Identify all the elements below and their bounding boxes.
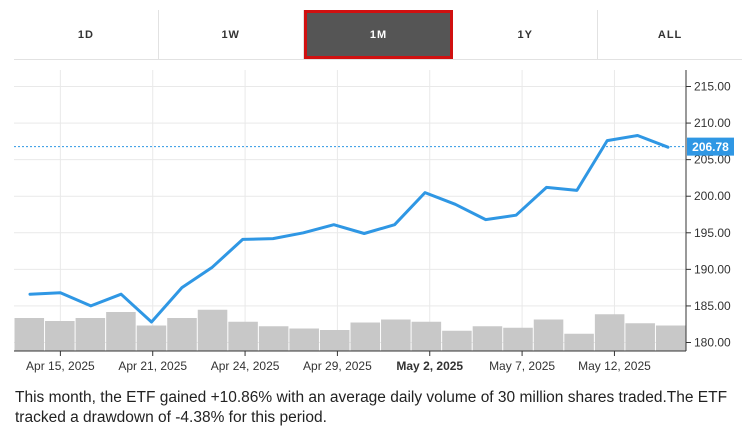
volume-bar — [136, 325, 167, 351]
x-tick-label: Apr 29, 2025 — [303, 359, 372, 373]
volume-bar — [411, 321, 442, 351]
volume-bar — [197, 309, 228, 351]
y-tick-label: 190.00 — [694, 262, 731, 276]
tab-1d[interactable]: 1D — [14, 10, 159, 59]
price-line — [28, 134, 670, 324]
current-price-tag — [687, 137, 734, 156]
volume-bar — [45, 321, 75, 351]
volume-bar — [625, 323, 655, 351]
price-chart: 215.00 210.00 205.00 200.00 195.00 190.00 185.… — [14, 70, 734, 373]
x-tick-label: Apr 21, 2025 — [118, 359, 187, 373]
x-tick-label: May 12, 2025 — [578, 359, 651, 373]
volume-bar — [289, 328, 319, 351]
volume-bar — [75, 318, 106, 351]
volume-bar — [533, 319, 564, 351]
y-tick-label: 180.00 — [694, 336, 731, 350]
performance-summary: This month, the ETF gained +10.86% with … — [15, 389, 728, 426]
volume-bar — [167, 318, 197, 351]
tab-1m[interactable]: 1M — [303, 10, 454, 59]
volume-bar — [472, 326, 503, 351]
y-tick-label: 215.00 — [694, 80, 731, 94]
tab-1w[interactable]: 1W — [159, 10, 304, 59]
volume-bar — [564, 333, 594, 351]
volume-bar — [350, 322, 381, 351]
current-price-label: 206.78 — [692, 140, 729, 154]
volume-bar — [381, 319, 411, 351]
volume-bar — [594, 314, 625, 351]
x-tick-label: May 7, 2025 — [489, 359, 555, 373]
volume-bar — [503, 327, 533, 351]
volume-bar — [655, 325, 686, 351]
y-tick-label: 185.00 — [694, 299, 731, 313]
tab-1y[interactable]: 1Y — [453, 10, 599, 59]
y-tick-label: 205.00 — [694, 153, 731, 167]
y-tick-label: 200.00 — [694, 189, 731, 203]
volume-bar — [14, 318, 45, 351]
volume-bar — [442, 330, 472, 351]
y-tick-label: 210.00 — [694, 116, 731, 130]
x-tick-label: Apr 15, 2025 — [26, 359, 95, 373]
volume-bar — [319, 330, 350, 351]
volume-bar — [106, 312, 136, 351]
tab-all[interactable]: ALL — [657, 28, 683, 41]
x-tick-label: May 2, 2025 — [396, 359, 463, 373]
volume-bar — [258, 326, 289, 351]
x-tick-label: Apr 24, 2025 — [211, 359, 280, 373]
volume-bar — [228, 321, 258, 351]
y-tick-label: 195.00 — [694, 226, 731, 240]
timeframe-tabs: 1D 1W 1M 1Y ALL — [14, 10, 742, 60]
